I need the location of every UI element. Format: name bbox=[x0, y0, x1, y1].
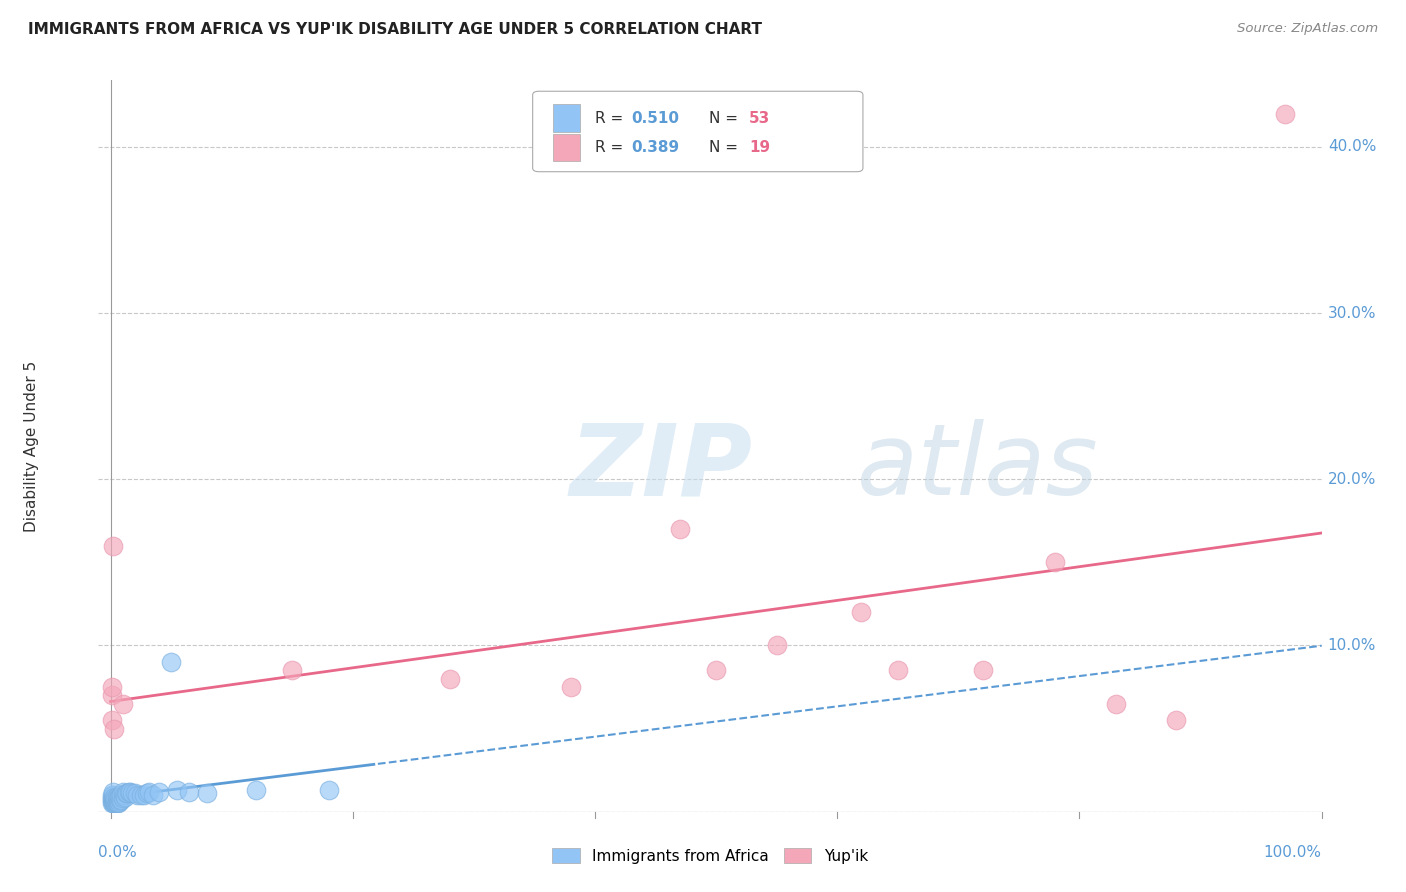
Point bbox=[105, 789, 128, 804]
Point bbox=[1105, 697, 1128, 711]
Point bbox=[100, 788, 122, 802]
Point bbox=[160, 655, 183, 669]
Legend: Immigrants from Africa, Yup'ik: Immigrants from Africa, Yup'ik bbox=[546, 842, 875, 870]
Text: 53: 53 bbox=[749, 111, 770, 126]
Point bbox=[107, 791, 129, 805]
Point bbox=[101, 539, 124, 553]
Point bbox=[111, 785, 134, 799]
Point bbox=[129, 788, 152, 802]
Point bbox=[121, 787, 143, 801]
Text: 19: 19 bbox=[749, 140, 770, 155]
Point bbox=[110, 788, 132, 802]
Point bbox=[100, 797, 122, 811]
Point bbox=[104, 797, 127, 811]
Point bbox=[105, 797, 128, 811]
Point bbox=[179, 785, 201, 799]
Point bbox=[114, 789, 136, 804]
Point bbox=[134, 788, 156, 802]
Point bbox=[110, 793, 132, 807]
Point bbox=[135, 787, 157, 801]
Point bbox=[245, 783, 267, 797]
Text: ZIP: ZIP bbox=[569, 419, 752, 516]
Point bbox=[197, 787, 219, 801]
Text: 30.0%: 30.0% bbox=[1327, 306, 1376, 320]
Point bbox=[108, 789, 131, 804]
Point bbox=[107, 793, 129, 807]
Point bbox=[704, 664, 727, 678]
Point bbox=[127, 788, 149, 802]
Point bbox=[117, 787, 139, 801]
Point bbox=[104, 793, 127, 807]
Text: 100.0%: 100.0% bbox=[1264, 845, 1322, 860]
Point bbox=[118, 785, 141, 799]
Text: N =: N = bbox=[709, 140, 742, 155]
Point bbox=[110, 789, 132, 804]
Point bbox=[100, 791, 122, 805]
Point bbox=[1274, 106, 1296, 120]
Point bbox=[1166, 714, 1188, 728]
Text: R =: R = bbox=[595, 111, 628, 126]
Text: 0.510: 0.510 bbox=[631, 111, 679, 126]
Point bbox=[439, 672, 461, 686]
Point bbox=[101, 785, 124, 799]
Text: N =: N = bbox=[709, 111, 742, 126]
Point bbox=[103, 795, 125, 809]
Text: Source: ZipAtlas.com: Source: ZipAtlas.com bbox=[1237, 22, 1378, 36]
Point bbox=[103, 722, 125, 736]
Point bbox=[972, 664, 994, 678]
Point bbox=[101, 791, 124, 805]
Point bbox=[111, 791, 134, 805]
Point bbox=[166, 783, 188, 797]
FancyBboxPatch shape bbox=[533, 91, 863, 171]
Point bbox=[100, 714, 122, 728]
Point bbox=[103, 789, 125, 804]
Point bbox=[100, 793, 122, 807]
Text: 0.0%: 0.0% bbox=[98, 845, 138, 860]
Point bbox=[101, 788, 124, 802]
Point bbox=[138, 785, 160, 799]
Point bbox=[118, 785, 141, 799]
Point bbox=[104, 791, 127, 805]
Point bbox=[104, 795, 127, 809]
Point bbox=[124, 787, 146, 801]
Point bbox=[101, 795, 124, 809]
Point bbox=[148, 785, 170, 799]
Point bbox=[281, 664, 304, 678]
Point bbox=[318, 783, 340, 797]
Text: R =: R = bbox=[595, 140, 628, 155]
Point bbox=[110, 793, 132, 807]
Text: atlas: atlas bbox=[856, 419, 1098, 516]
Text: 40.0%: 40.0% bbox=[1327, 139, 1376, 154]
Point bbox=[1043, 555, 1066, 569]
Point bbox=[142, 788, 165, 802]
Text: 10.0%: 10.0% bbox=[1327, 638, 1376, 653]
Point bbox=[851, 605, 873, 619]
Point bbox=[111, 697, 134, 711]
Point bbox=[668, 522, 690, 536]
Point bbox=[108, 795, 131, 809]
Point bbox=[765, 639, 787, 653]
Point bbox=[560, 680, 582, 694]
FancyBboxPatch shape bbox=[554, 104, 581, 132]
Point bbox=[100, 689, 122, 703]
FancyBboxPatch shape bbox=[554, 134, 581, 161]
Point bbox=[887, 664, 910, 678]
Text: 0.389: 0.389 bbox=[631, 140, 681, 155]
Point bbox=[105, 795, 128, 809]
Point bbox=[103, 797, 125, 811]
Text: 20.0%: 20.0% bbox=[1327, 472, 1376, 487]
Text: Disability Age Under 5: Disability Age Under 5 bbox=[24, 360, 38, 532]
Point bbox=[112, 788, 135, 802]
Point bbox=[101, 797, 124, 811]
Point bbox=[107, 797, 129, 811]
Text: IMMIGRANTS FROM AFRICA VS YUP'IK DISABILITY AGE UNDER 5 CORRELATION CHART: IMMIGRANTS FROM AFRICA VS YUP'IK DISABIL… bbox=[28, 22, 762, 37]
Point bbox=[115, 787, 138, 801]
Point bbox=[105, 793, 128, 807]
Point bbox=[100, 680, 122, 694]
Point bbox=[103, 793, 125, 807]
